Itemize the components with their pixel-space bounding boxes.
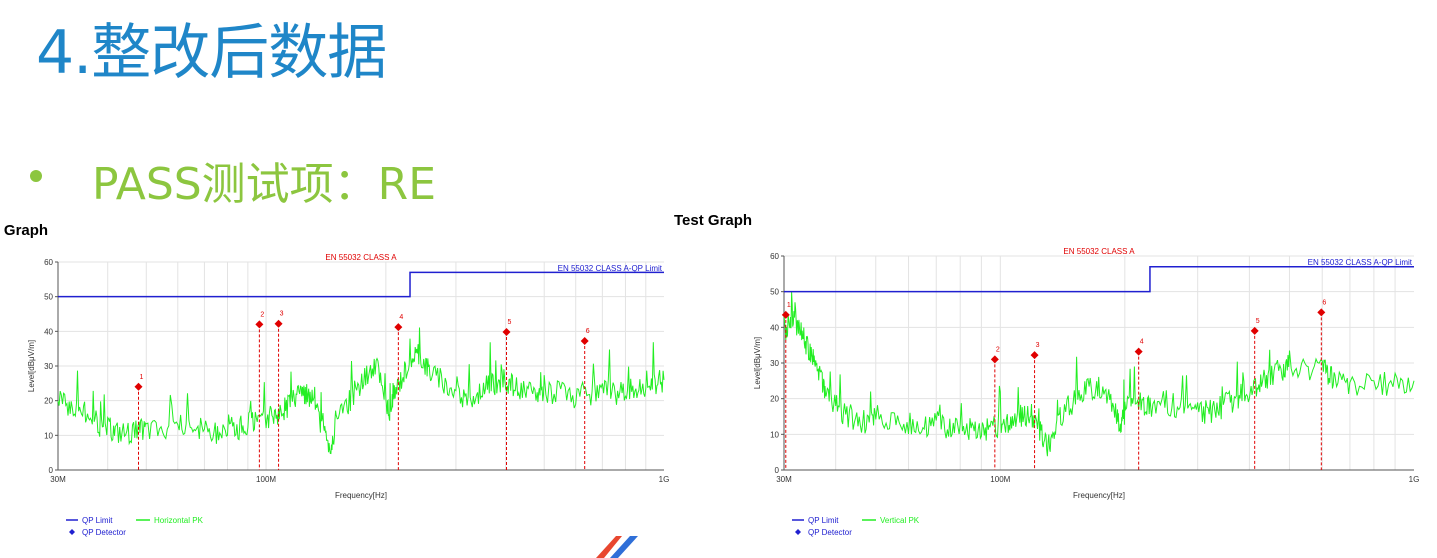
chart-right-heading: Test Graph (674, 212, 753, 229)
marker-4-label: 4 (399, 314, 403, 321)
y-tick-label: 50 (770, 288, 779, 297)
marker-6-diamond (580, 337, 589, 346)
chart-left-heading: Test Graph (0, 222, 49, 239)
y-tick-label: 0 (775, 466, 780, 475)
marker-3-label: 3 (1036, 342, 1040, 349)
legend-trace-label: Vertical PK (880, 516, 920, 525)
marker-3-diamond (1030, 351, 1039, 360)
chart-standard-title: EN 55032 CLASS A (1063, 247, 1135, 256)
marker-5-label: 5 (1256, 318, 1260, 325)
y-tick-label: 40 (44, 327, 53, 336)
x-tick-label: 100M (256, 475, 276, 484)
y-tick-label: 30 (770, 359, 779, 368)
y-tick-label: 0 (49, 466, 54, 475)
marker-4-diamond (394, 323, 403, 332)
legend-limit-label: QP Limit (808, 516, 839, 525)
y-tick-label: 20 (44, 397, 53, 406)
bullet-dot (30, 170, 42, 182)
trace-line (57, 327, 665, 455)
y-tick-label: 50 (44, 293, 53, 302)
chart-left: 0 10 20 30 40 50 60 30M 100M 1G Frequency[Hz] Level… (27, 253, 670, 537)
marker-1-label: 1 (140, 374, 144, 381)
marker-2-diamond (255, 320, 264, 329)
marker-2-label: 2 (996, 346, 1000, 353)
y-tick-label: 60 (44, 258, 53, 267)
marker-3-diamond (274, 319, 283, 328)
marker-5-label: 5 (508, 319, 512, 326)
x-axis-label: Frequency[Hz] (335, 491, 387, 500)
trace-line (783, 291, 1415, 457)
marker-1-diamond (134, 382, 143, 391)
y-tick-label: 10 (770, 430, 779, 439)
marker-6-label: 6 (586, 328, 590, 335)
legend-trace-label: Horizontal PK (154, 516, 204, 525)
y-tick-label: 40 (770, 323, 779, 332)
limit-line-label: EN 55032 CLASS A-QP Limit (558, 264, 663, 273)
marker-2-label: 2 (260, 311, 264, 318)
qp-limit-line (784, 265, 1414, 293)
y-tick-label: 10 (44, 431, 53, 440)
qp-limit-line (58, 271, 664, 298)
logo-mark (596, 536, 638, 558)
slide-title: 4.整改后数据 (36, 18, 387, 88)
legend-detector-label: QP Detector (808, 528, 852, 537)
x-axis-label: Frequency[Hz] (1073, 491, 1125, 500)
x-tick-label: 30M (776, 475, 792, 484)
marker-3-label: 3 (280, 311, 284, 318)
y-tick-label: 30 (44, 362, 53, 371)
y-axis-label: Level[dBμV/m] (27, 340, 36, 392)
y-tick-label: 60 (770, 252, 779, 261)
x-tick-label: 1G (1409, 475, 1420, 484)
y-tick-label: 20 (770, 395, 779, 404)
bullet-text: PASS测试项：RE (92, 159, 437, 210)
marker-5-diamond (502, 328, 511, 337)
chart-standard-title: EN 55032 CLASS A (325, 253, 397, 262)
legend-detector-swatch (69, 529, 75, 535)
marker-6-diamond (1317, 308, 1326, 317)
legend-detector-label: QP Detector (82, 528, 126, 537)
x-tick-label: 100M (990, 475, 1010, 484)
marker-5-diamond (1250, 326, 1259, 335)
legend-detector-swatch (795, 529, 801, 535)
marker-6-label: 6 (1322, 299, 1326, 306)
marker-1-diamond (781, 310, 790, 319)
x-tick-label: 30M (50, 475, 66, 484)
x-tick-label: 1G (659, 475, 670, 484)
marker-1-label: 1 (787, 302, 791, 309)
marker-2-diamond (990, 355, 999, 364)
limit-line-label: EN 55032 CLASS A-QP Limit (1308, 258, 1413, 267)
chart-right: 0 10 20 30 40 50 60 30M 100M 1G Frequency[Hz] Level… (753, 247, 1420, 537)
legend-limit-label: QP Limit (82, 516, 113, 525)
y-axis-label: Level[dBμV/m] (753, 337, 762, 389)
marker-4-diamond (1134, 347, 1143, 356)
marker-4-label: 4 (1140, 339, 1144, 346)
